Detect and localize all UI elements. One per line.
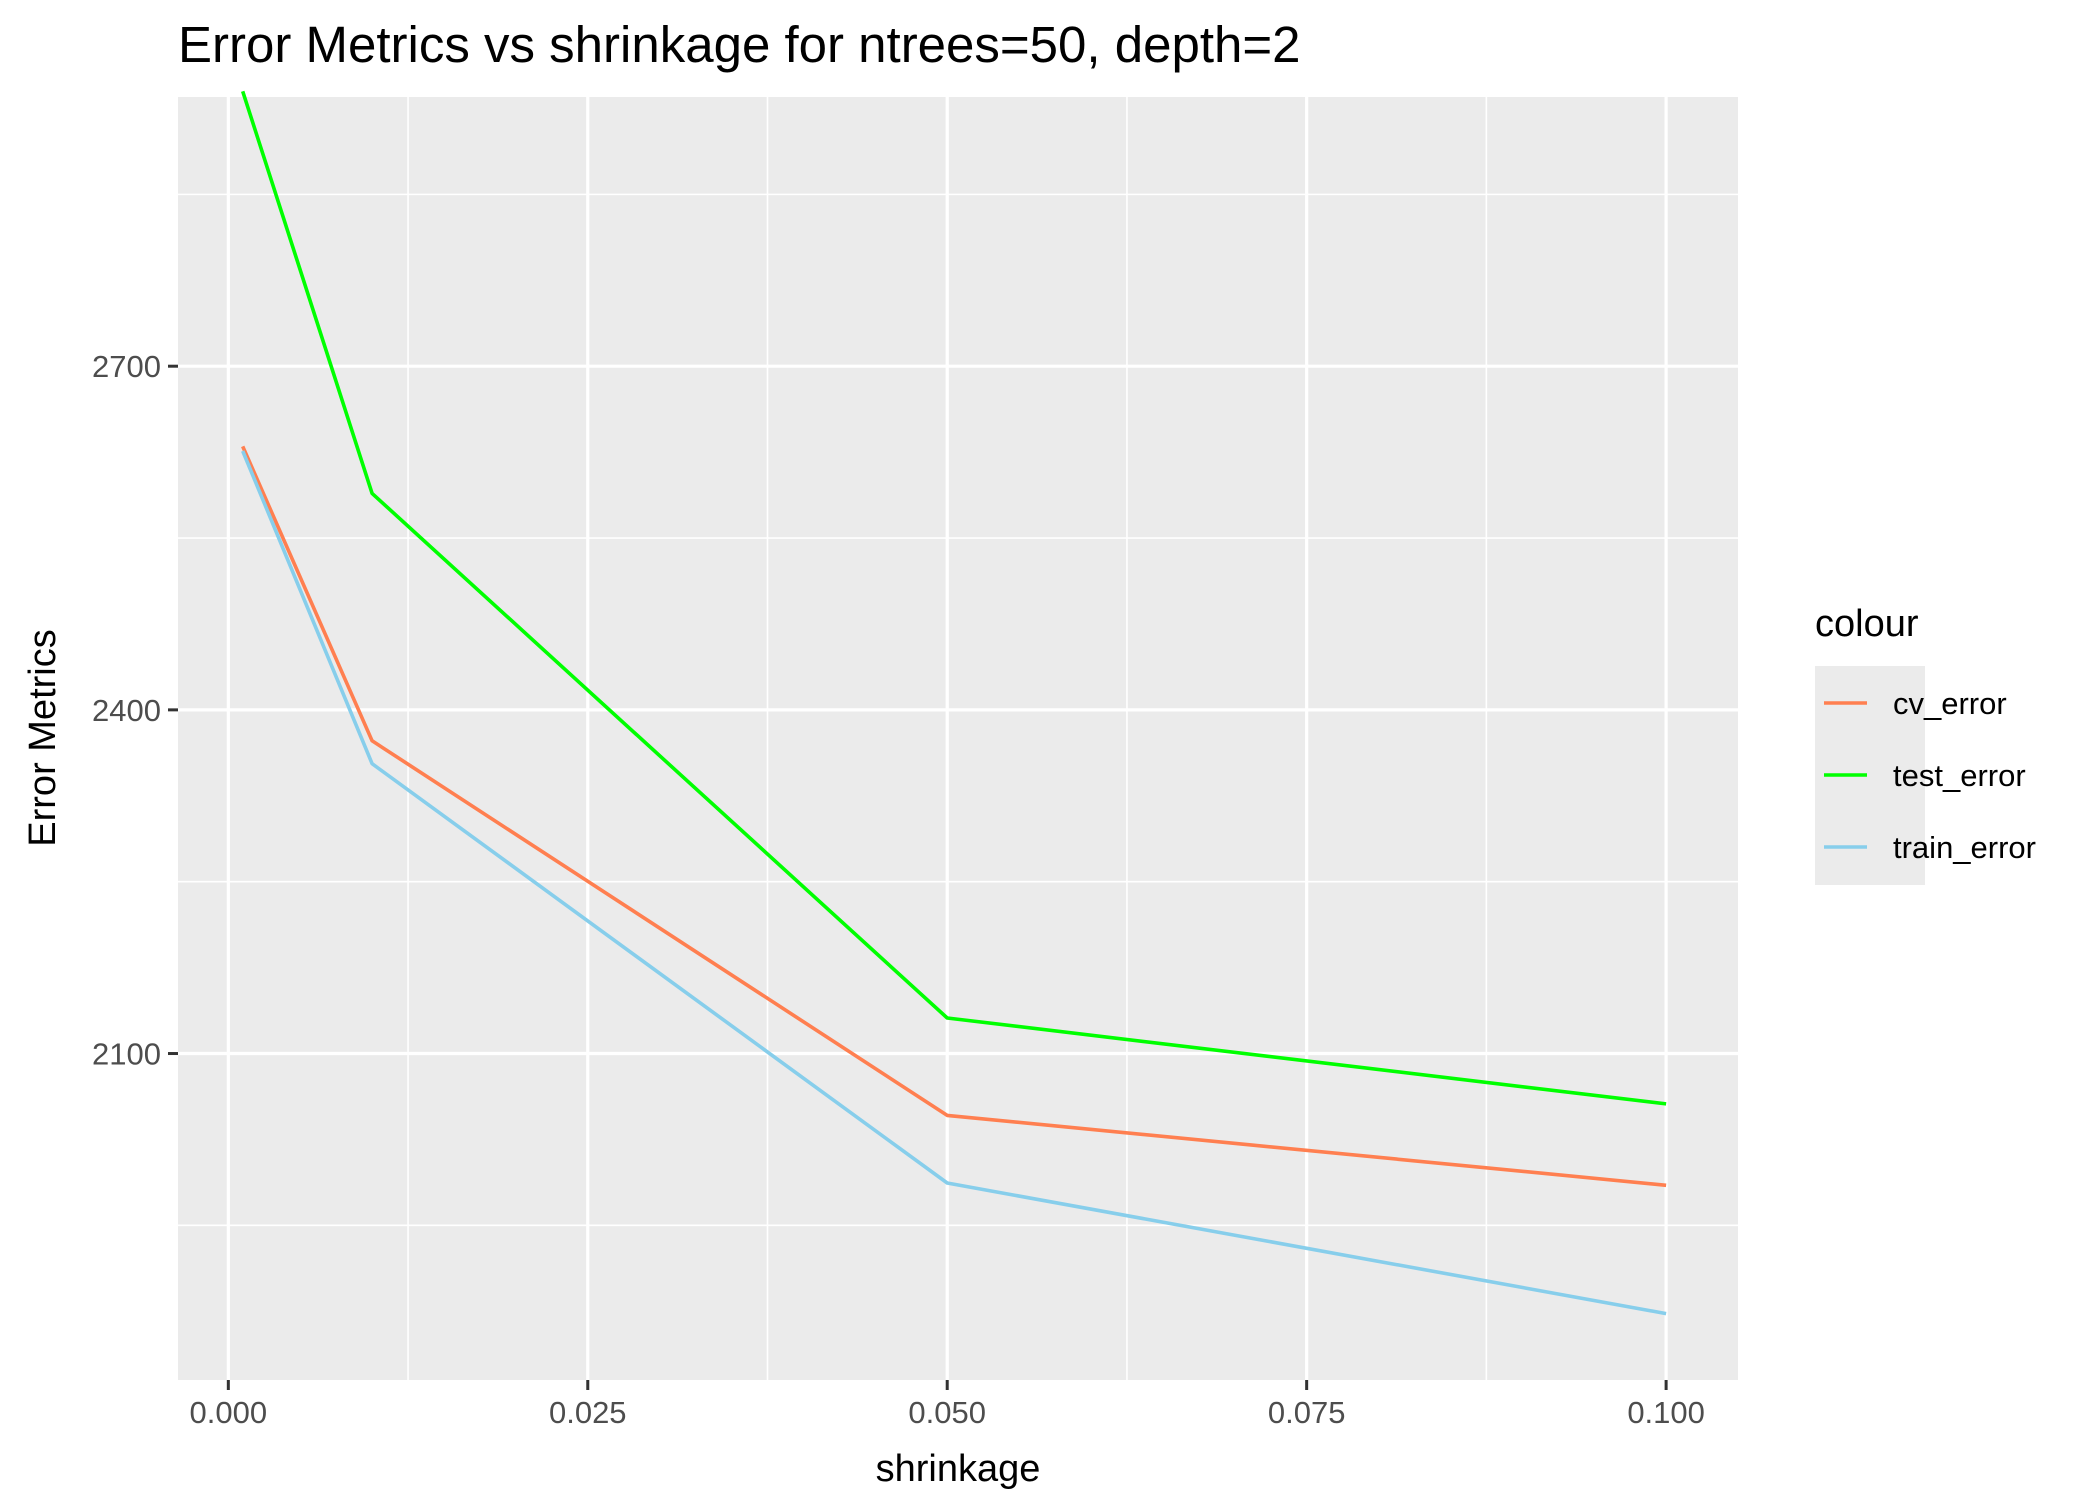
series-lines: [240, 90, 1667, 1316]
grid-major: [178, 97, 1738, 1380]
y-axis-title: Error Metrics: [22, 629, 64, 846]
x-axis-title: shrinkage: [876, 1448, 1041, 1490]
chart-title: Error Metrics vs shrinkage for ntrees=50…: [178, 16, 1301, 73]
series-line-test-error: [240, 90, 1667, 1106]
series-line-cv-error: [241, 445, 1667, 1188]
legend-label: cv_error: [1893, 686, 2007, 721]
legend-label: train_error: [1893, 830, 2036, 865]
legend: colour cv_error test_error train_error: [1815, 603, 2036, 885]
x-tick-label: 0.100: [1627, 1395, 1705, 1430]
series-line-train-error: [241, 450, 1667, 1316]
x-tick-label: 0.050: [908, 1395, 986, 1430]
legend-items: cv_error test_error train_error: [1824, 686, 2036, 865]
y-tick-label: 2100: [92, 1037, 161, 1072]
y-tick-label: 2400: [92, 693, 161, 728]
x-tick-label: 0.025: [549, 1395, 627, 1430]
legend-label: test_error: [1893, 758, 2026, 793]
x-tick-label: 0.075: [1268, 1395, 1346, 1430]
y-axis: 2100 2400 2700: [92, 349, 178, 1072]
y-tick-label: 2700: [92, 349, 161, 384]
plot-panel: [178, 97, 1738, 1380]
x-tick-label: 0.000: [190, 1395, 268, 1430]
x-axis: 0.000 0.025 0.050 0.075 0.100: [190, 1380, 1705, 1430]
legend-title: colour: [1815, 603, 1919, 645]
grid-minor: [178, 97, 1738, 1380]
